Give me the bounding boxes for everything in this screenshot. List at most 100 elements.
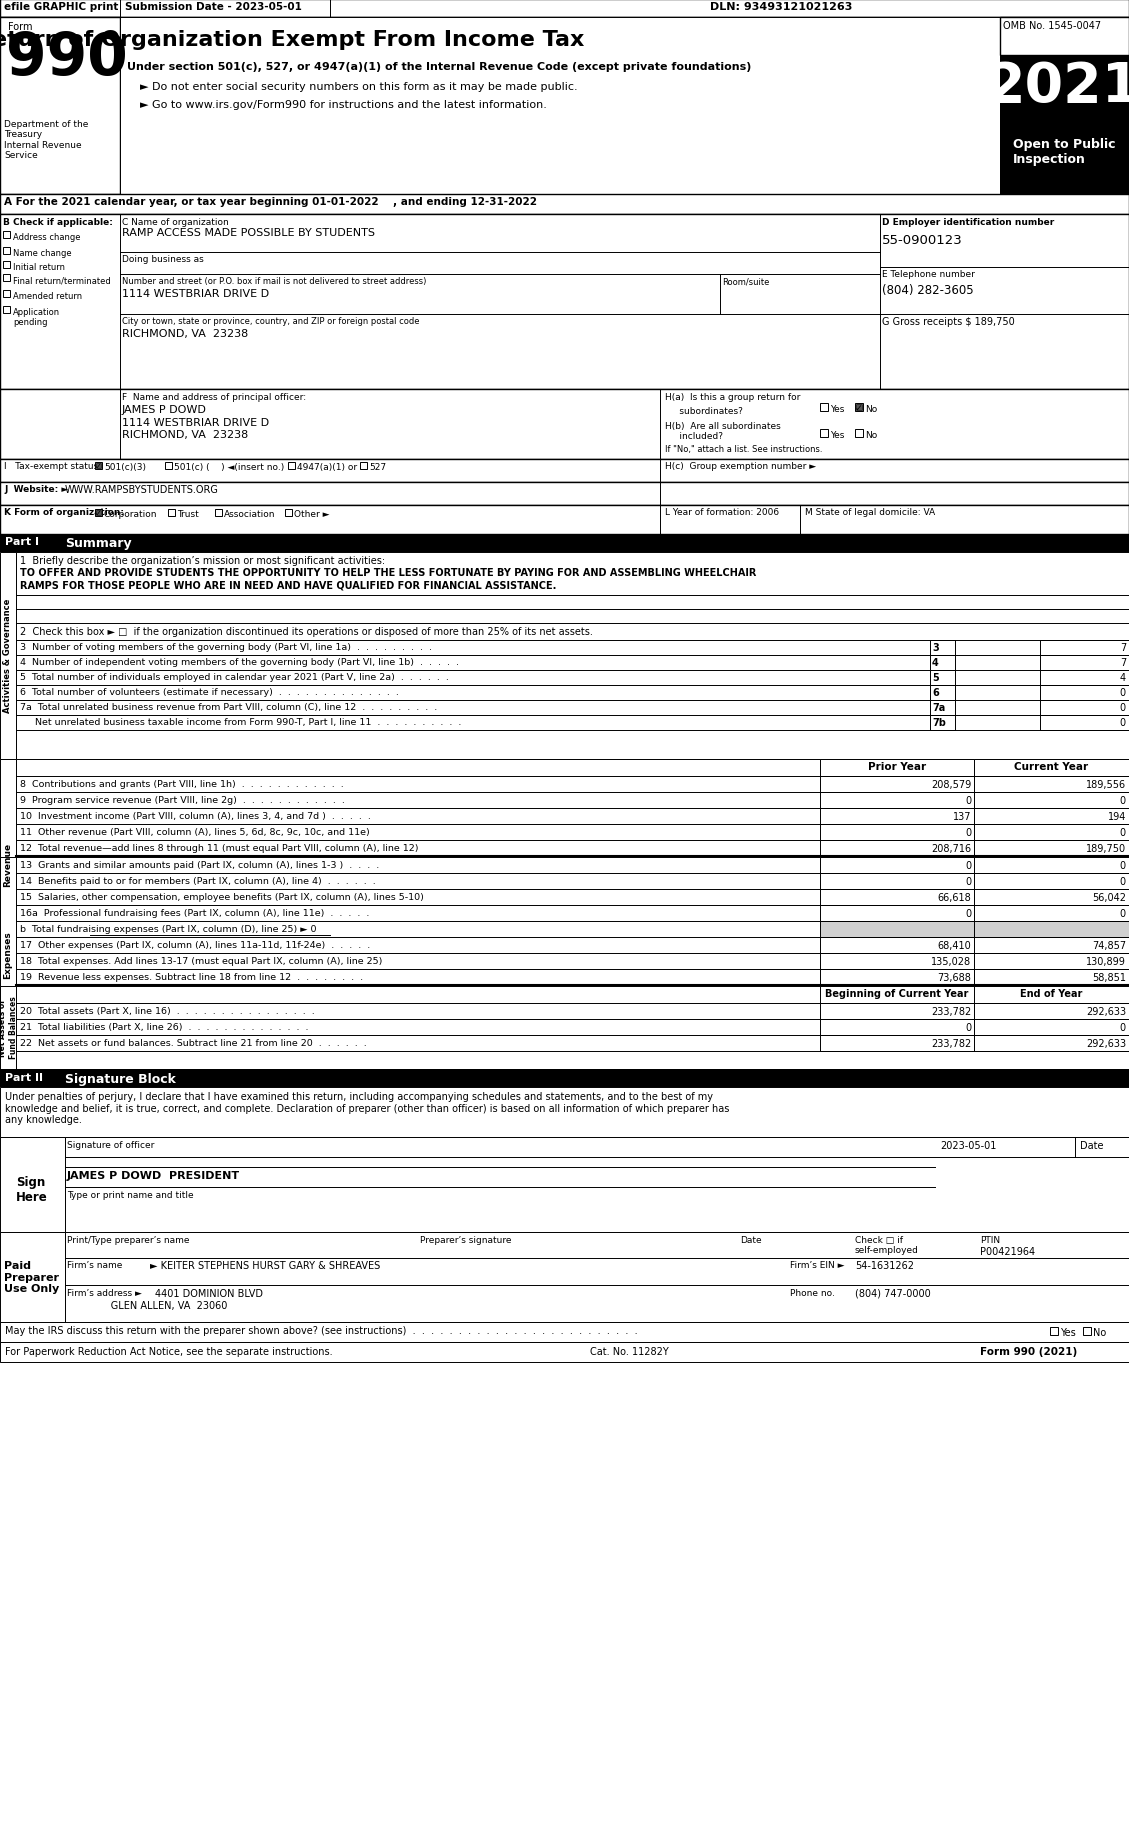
Bar — [930, 670, 955, 686]
Text: 7a: 7a — [933, 703, 945, 712]
Bar — [65, 1138, 1129, 1232]
Bar — [974, 922, 1129, 937]
Text: 501(c) (    ) ◄(insert no.): 501(c) ( ) ◄(insert no.) — [174, 463, 285, 472]
Text: Summary: Summary — [65, 536, 132, 549]
Text: efile GRAPHIC print: efile GRAPHIC print — [5, 2, 119, 13]
Bar — [1040, 640, 1129, 655]
Bar — [820, 937, 974, 953]
Text: Yes: Yes — [830, 430, 844, 439]
Text: End of Year: End of Year — [1019, 988, 1083, 999]
Bar — [0, 759, 16, 970]
Bar — [820, 858, 974, 873]
Bar — [3, 232, 10, 240]
Text: H(b)  Are all subordinates: H(b) Are all subordinates — [665, 421, 781, 430]
Bar — [930, 716, 955, 730]
Bar — [855, 430, 863, 437]
Text: 7b: 7b — [933, 717, 946, 728]
Text: Type or print name and title: Type or print name and title — [67, 1190, 194, 1199]
Text: Under section 501(c), 527, or 4947(a)(1) of the Internal Revenue Code (except pr: Under section 501(c), 527, or 4947(a)(1)… — [126, 62, 752, 71]
Text: Application
pending: Application pending — [14, 307, 60, 328]
Text: Other ►: Other ► — [294, 511, 330, 518]
Text: Corporation: Corporation — [104, 511, 158, 518]
Text: 9  Program service revenue (Part VIII, line 2g)  .  .  .  .  .  .  .  .  .  .  .: 9 Program service revenue (Part VIII, li… — [20, 796, 344, 805]
Bar — [1050, 1327, 1058, 1336]
Text: 292,633: 292,633 — [1086, 1007, 1126, 1016]
Text: Cat. No. 11282Y: Cat. No. 11282Y — [590, 1347, 668, 1356]
Bar — [974, 858, 1129, 873]
Bar — [3, 274, 10, 282]
Bar — [820, 970, 974, 986]
Text: 8  Contributions and grants (Part VIII, line 1h)  .  .  .  .  .  .  .  .  .  .  : 8 Contributions and grants (Part VIII, l… — [20, 780, 343, 789]
Text: 0: 0 — [1120, 688, 1126, 697]
Bar — [1000, 135, 1129, 167]
Text: If "No," attach a list. See instructions.: If "No," attach a list. See instructions… — [665, 445, 823, 454]
Bar — [0, 858, 16, 1052]
Text: 0: 0 — [1120, 717, 1126, 728]
Text: Address change: Address change — [14, 232, 80, 242]
Bar — [16, 553, 1129, 759]
Text: Submission Date - 2023-05-01: Submission Date - 2023-05-01 — [125, 2, 301, 13]
Bar — [820, 776, 974, 792]
Text: Form: Form — [8, 22, 33, 31]
Text: Current Year: Current Year — [1014, 761, 1088, 772]
Bar — [96, 463, 100, 468]
Text: 0: 0 — [965, 827, 971, 838]
Text: (804) 282-3605: (804) 282-3605 — [882, 284, 973, 296]
Text: 0: 0 — [1120, 860, 1126, 871]
Text: 527: 527 — [369, 463, 386, 472]
Text: DLN: 93493121021263: DLN: 93493121021263 — [710, 2, 852, 13]
Text: Prior Year: Prior Year — [868, 761, 926, 772]
Text: 17  Other expenses (Part IX, column (A), lines 11a-11d, 11f-24e)  .  .  .  .  .: 17 Other expenses (Part IX, column (A), … — [20, 941, 370, 950]
Bar — [1040, 686, 1129, 701]
Bar — [974, 889, 1129, 906]
Text: L Year of formation: 2006: L Year of formation: 2006 — [665, 507, 779, 516]
Text: ► Go to www.irs.gov/Form990 for instructions and the latest information.: ► Go to www.irs.gov/Form990 for instruct… — [140, 101, 546, 110]
Text: K Form of organization:: K Form of organization: — [5, 507, 124, 516]
Text: Part II: Part II — [5, 1072, 43, 1082]
Text: 0: 0 — [965, 1023, 971, 1032]
Text: PTIN: PTIN — [980, 1235, 1000, 1244]
Text: 0: 0 — [1120, 796, 1126, 805]
Text: G Gross receipts $ 189,750: G Gross receipts $ 189,750 — [882, 317, 1015, 328]
Text: 2023-05-01: 2023-05-01 — [940, 1140, 997, 1151]
Text: Form 990 (2021): Form 990 (2021) — [980, 1347, 1077, 1356]
Text: 73,688: 73,688 — [937, 972, 971, 983]
Text: ✓: ✓ — [855, 403, 863, 412]
Text: Phone no.: Phone no. — [790, 1288, 834, 1297]
Bar — [1000, 167, 1129, 194]
Bar — [820, 889, 974, 906]
Text: OMB No. 1545-0047: OMB No. 1545-0047 — [1003, 20, 1101, 31]
Text: Room/suite: Room/suite — [723, 276, 769, 285]
Text: D Employer identification number: D Employer identification number — [882, 218, 1054, 227]
Text: 990: 990 — [6, 29, 128, 88]
Bar — [974, 873, 1129, 889]
Text: 19  Revenue less expenses. Subtract line 18 from line 12  .  .  .  .  .  .  .  .: 19 Revenue less expenses. Subtract line … — [20, 972, 364, 981]
Text: 1114 WESTBRIAR DRIVE D: 1114 WESTBRIAR DRIVE D — [122, 417, 269, 428]
Text: included?: included? — [665, 432, 723, 441]
Text: 0: 0 — [965, 877, 971, 886]
Bar — [1040, 716, 1129, 730]
Bar — [3, 291, 10, 298]
Text: 233,782: 233,782 — [930, 1038, 971, 1049]
Bar — [360, 463, 367, 470]
Bar — [974, 759, 1129, 776]
Text: 21  Total liabilities (Part X, line 26)  .  .  .  .  .  .  .  .  .  .  .  .  .  : 21 Total liabilities (Part X, line 26) .… — [20, 1023, 308, 1032]
Bar — [0, 483, 1129, 505]
Text: 4  Number of independent voting members of the governing body (Part VI, line 1b): 4 Number of independent voting members o… — [20, 657, 460, 666]
Text: Doing business as: Doing business as — [122, 254, 203, 264]
Text: No: No — [1093, 1327, 1106, 1338]
Text: Signature Block: Signature Block — [65, 1072, 176, 1085]
Text: GLEN ALLEN, VA  23060: GLEN ALLEN, VA 23060 — [67, 1301, 227, 1310]
Text: 66,618: 66,618 — [937, 893, 971, 902]
Text: M State of legal domicile: VA: M State of legal domicile: VA — [805, 507, 935, 516]
Bar — [288, 463, 295, 470]
Bar — [0, 534, 1129, 553]
Text: ✓: ✓ — [95, 461, 102, 470]
Text: 0: 0 — [1120, 877, 1126, 886]
Bar — [974, 1036, 1129, 1052]
Text: 7a  Total unrelated business revenue from Part VIII, column (C), line 12  .  .  : 7a Total unrelated business revenue from… — [20, 703, 437, 712]
Bar — [820, 840, 974, 856]
Bar — [974, 970, 1129, 986]
Text: 208,716: 208,716 — [931, 844, 971, 853]
Text: 208,579: 208,579 — [930, 780, 971, 789]
